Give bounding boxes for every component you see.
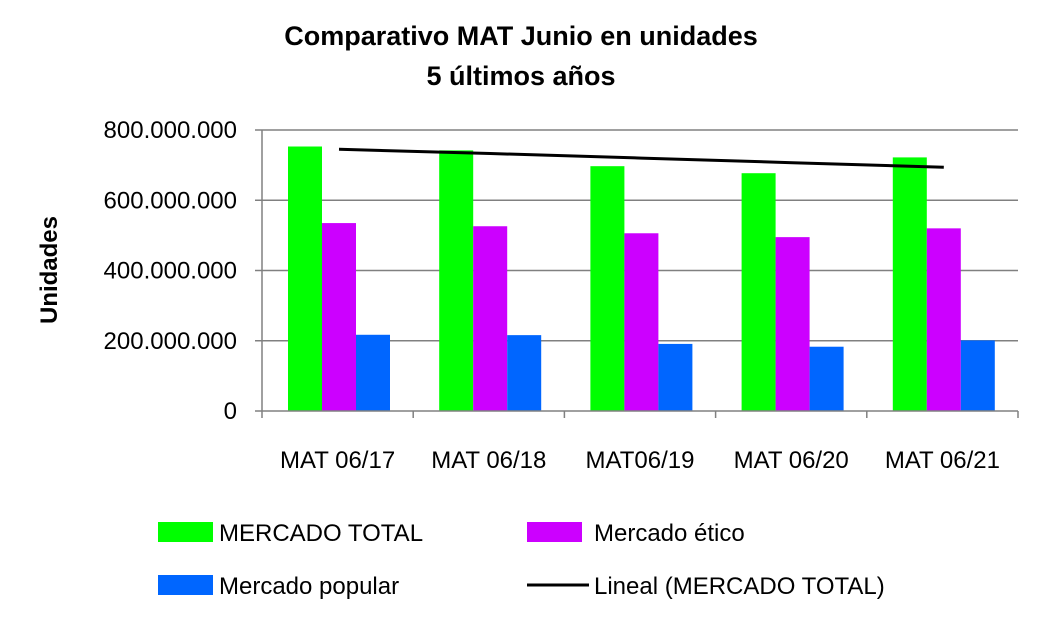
- x-category-label: MAT 06/21: [885, 447, 1000, 474]
- trendline-layer: [338, 147, 944, 169]
- bar: [322, 223, 356, 411]
- bar: [288, 146, 322, 412]
- axes: 0 200.000.000 400.000.000 600.000.000 800.00…: [104, 117, 1019, 474]
- bar: [775, 237, 810, 411]
- legend-label: MERCADO TOTAL: [219, 520, 423, 547]
- bar: [507, 335, 542, 411]
- y-axis-label: Unidades: [36, 216, 63, 324]
- x-category-label: MAT 06/17: [280, 447, 395, 474]
- legend-label: Lineal (MERCADO TOTAL): [594, 573, 885, 600]
- bar: [356, 334, 390, 411]
- y-tick-label: 200.000.000: [104, 328, 237, 355]
- bars: [288, 146, 995, 412]
- legend: MERCADO TOTAL Mercado ético Mercado popula…: [158, 520, 885, 600]
- trendline: [338, 147, 944, 169]
- bar: [741, 173, 776, 411]
- x-category-label: MAT06/19: [586, 447, 695, 474]
- bar: [439, 150, 474, 411]
- chart-title-line-1: Comparativo MAT Junio en unidades: [284, 21, 758, 51]
- bar: [658, 343, 693, 411]
- bar: [624, 233, 659, 411]
- bar: [473, 226, 508, 411]
- legend-swatch: [158, 575, 213, 595]
- bar: [960, 340, 995, 411]
- legend-swatch: [527, 522, 582, 542]
- bar: [809, 346, 844, 411]
- y-tick-label: 600.000.000: [104, 187, 237, 214]
- chart-title-line-2: 5 últimos años: [426, 61, 615, 91]
- y-tick-label: 800.000.000: [104, 117, 237, 144]
- legend-swatch: [158, 522, 213, 542]
- y-tick-label: 0: [224, 398, 237, 425]
- x-category-label: MAT 06/18: [431, 447, 546, 474]
- legend-label: Mercado popular: [219, 573, 399, 600]
- y-tick-label: 400.000.000: [104, 258, 237, 285]
- x-category-label: MAT 06/20: [734, 447, 849, 474]
- bar: [892, 157, 927, 411]
- bar: [926, 228, 961, 411]
- legend-label: Mercado ético: [594, 520, 745, 547]
- bar: [590, 166, 625, 411]
